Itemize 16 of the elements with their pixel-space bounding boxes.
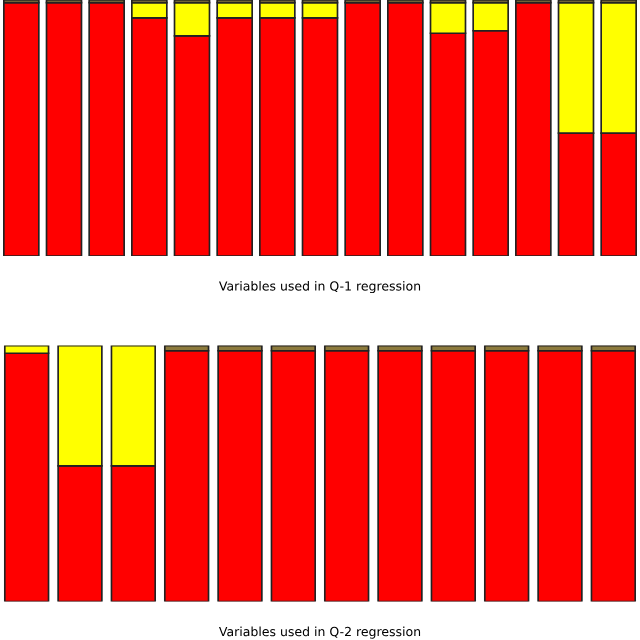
bar	[537, 349, 583, 602]
bar	[323, 349, 370, 602]
bar	[45, 1, 83, 256]
bar	[590, 349, 637, 602]
bar	[377, 349, 423, 602]
bar	[387, 1, 424, 256]
bar	[270, 349, 317, 602]
bar	[515, 1, 552, 256]
bar	[483, 349, 530, 602]
bar	[430, 349, 477, 602]
bar	[3, 1, 40, 256]
bar	[344, 1, 381, 256]
bar	[88, 1, 125, 256]
bar	[217, 349, 263, 602]
bar	[3, 352, 50, 602]
bar	[163, 349, 210, 602]
